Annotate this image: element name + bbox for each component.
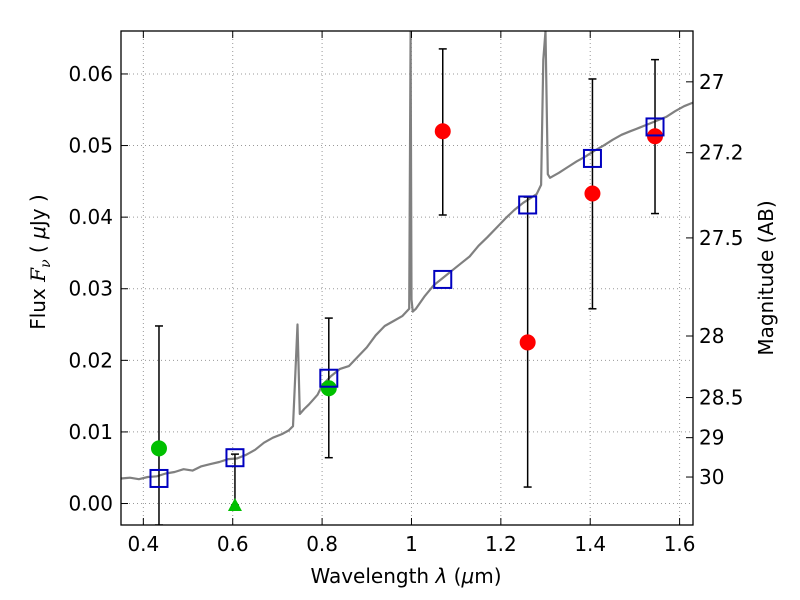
x-tick-label: 1.6 bbox=[664, 532, 696, 556]
x-tick-label: 1.2 bbox=[485, 532, 517, 556]
y-tick-label: 0.02 bbox=[68, 348, 113, 372]
mag-tick-label: 27 bbox=[699, 70, 724, 94]
green-data-point bbox=[320, 380, 337, 397]
model-flux-square bbox=[645, 117, 665, 137]
x-tick-label: 0.6 bbox=[217, 532, 249, 556]
y-tick-label: 0.01 bbox=[68, 420, 113, 444]
plot-content bbox=[121, 31, 693, 525]
mag-tick-label: 28 bbox=[699, 324, 724, 348]
model-flux-square bbox=[518, 195, 538, 215]
mag-tick-label: 30 bbox=[699, 465, 724, 489]
right-axis-label: Magnitude (AB) bbox=[754, 200, 778, 355]
model-flux-square bbox=[319, 368, 339, 388]
y-tick-label: 0.00 bbox=[68, 492, 113, 516]
red-data-point bbox=[584, 185, 601, 202]
tick-marks bbox=[121, 31, 693, 525]
x-tick-label: 1 bbox=[405, 532, 418, 556]
tick-labels: 0.4 0.6 0.8 1 1.2 1.4 1.6 0.00 0.01 0.02 0.03 0.04 0… bbox=[68, 62, 743, 556]
model-flux-square bbox=[433, 269, 453, 289]
x-tick-label: 0.8 bbox=[306, 532, 338, 556]
y-tick-label: 0.05 bbox=[68, 134, 113, 158]
mag-tick-label: 29 bbox=[699, 426, 724, 450]
y-tick-label: 0.04 bbox=[68, 205, 113, 229]
spectrum-line bbox=[121, 31, 693, 481]
model-flux-square bbox=[582, 148, 602, 168]
green-data-point bbox=[150, 440, 167, 457]
plot-frame bbox=[120, 30, 694, 526]
red-data-point bbox=[519, 334, 536, 351]
green-upper-limit-point bbox=[227, 497, 242, 511]
mag-tick-label: 27.5 bbox=[699, 226, 744, 250]
plot-area bbox=[121, 31, 693, 525]
grid-lines bbox=[121, 31, 693, 525]
model-flux-square bbox=[149, 468, 169, 488]
y-tick-label: 0.06 bbox=[68, 62, 113, 86]
model-flux-square bbox=[225, 448, 245, 468]
mag-tick-label: 28.5 bbox=[699, 386, 744, 410]
x-axis-label: Wavelength λ (μm) bbox=[310, 564, 501, 588]
x-tick-label: 1.4 bbox=[574, 532, 606, 556]
y-axis-label: Flux Fν ( μJy ) bbox=[26, 194, 54, 330]
y-tick-label: 0.03 bbox=[68, 277, 113, 301]
mag-tick-label: 27.2 bbox=[699, 141, 744, 165]
red-data-point bbox=[434, 123, 451, 140]
x-tick-label: 0.4 bbox=[127, 532, 159, 556]
